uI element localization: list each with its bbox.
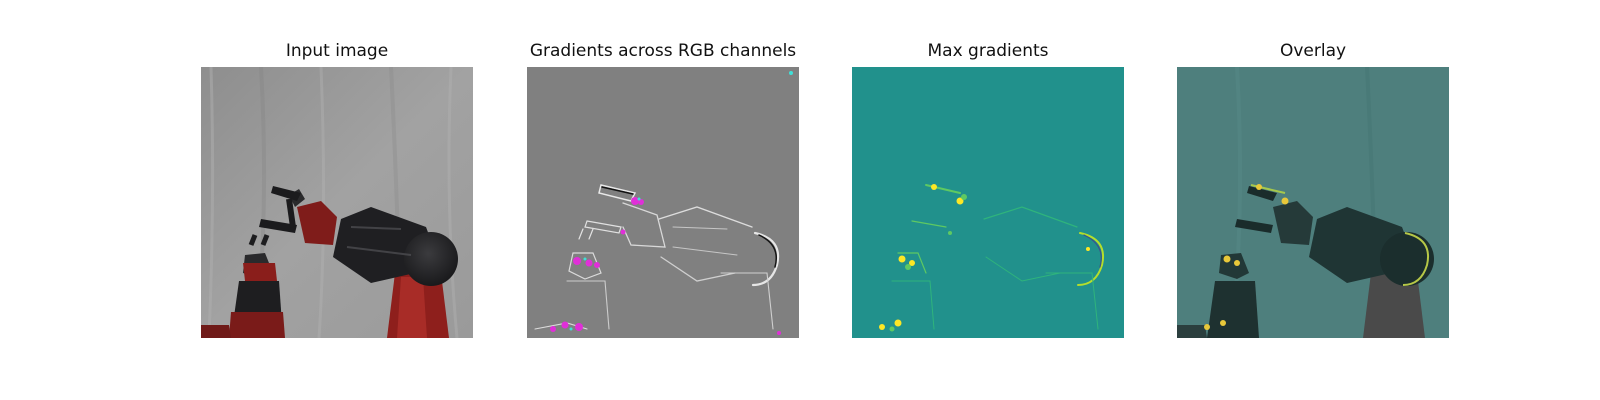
max-gradient-image — [852, 67, 1124, 338]
rgb-gradient-image — [527, 67, 799, 338]
panel-title: Gradients across RGB channels — [529, 41, 797, 61]
panel-input-image: Input image — [201, 0, 473, 400]
panel-max-gradients: Max gradients — [852, 0, 1124, 400]
overlay-image — [1177, 67, 1449, 338]
panel-title: Overlay — [1279, 41, 1347, 61]
panel-title: Max gradients — [927, 41, 1049, 61]
input-image — [201, 67, 473, 338]
panel-overlay: Overlay — [1177, 0, 1449, 400]
panel-rgb-gradients: Gradients across RGB channels — [527, 0, 799, 400]
panel-title: Input image — [285, 41, 389, 61]
